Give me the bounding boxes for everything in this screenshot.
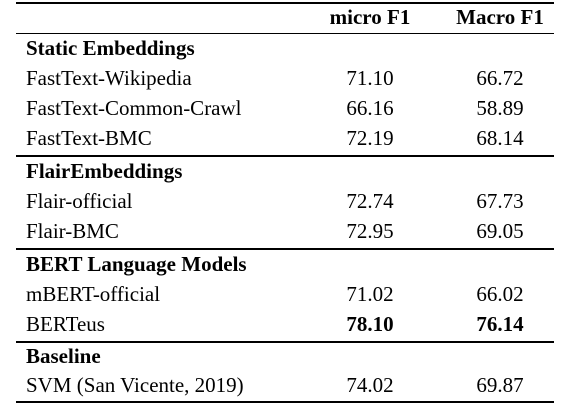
header-rule [16, 33, 554, 34]
micro-f1-value: 66.16 [346, 96, 394, 120]
table-row: SVM (San Vicente, 2019) 74.02 69.87 [0, 370, 570, 400]
model-name: SVM (San Vicente, 2019) [26, 373, 244, 397]
macro-f1-value: 66.02 [476, 282, 524, 306]
model-name: FastText-Wikipedia [26, 66, 192, 90]
section-title: Static Embeddings [26, 36, 195, 60]
macro-f1-value: 69.87 [476, 373, 524, 397]
macro-f1-best-value: 76.14 [476, 312, 524, 336]
section-title: BERT Language Models [26, 252, 247, 276]
section-title: FlairEmbeddings [26, 159, 183, 183]
micro-f1-value: 72.74 [346, 189, 394, 213]
section-rule [16, 155, 554, 157]
table-row: mBERT-official 71.02 66.02 [0, 279, 570, 309]
table-row: FastText-Common-Crawl 66.16 58.89 [0, 93, 570, 123]
macro-f1-value: 69.05 [476, 219, 524, 243]
model-name: Flair-BMC [26, 219, 119, 243]
model-name: mBERT-official [26, 282, 161, 306]
micro-f1-best-value: 78.10 [346, 312, 394, 336]
table-row: FastText-BMC 72.19 68.14 [0, 123, 570, 153]
header-micro-f1: micro F1 [329, 5, 411, 29]
section-title-row: Baseline [0, 341, 570, 371]
table-row: BERTeus 78.10 76.14 [0, 309, 570, 339]
macro-f1-value: 58.89 [476, 96, 524, 120]
micro-f1-value: 72.95 [346, 219, 394, 243]
table-row: FastText-Wikipedia 71.10 66.72 [0, 63, 570, 93]
section-rule [16, 341, 554, 343]
macro-f1-value: 68.14 [476, 126, 524, 150]
table-row: Flair-official 72.74 67.73 [0, 186, 570, 216]
model-name: FastText-BMC [26, 126, 152, 150]
section-title-row: FlairEmbeddings [0, 156, 570, 186]
model-name: BERTeus [26, 312, 105, 336]
bottom-rule [16, 401, 554, 403]
section-rule [16, 248, 554, 250]
header-macro-f1: Macro F1 [456, 5, 544, 29]
micro-f1-value: 74.02 [346, 373, 394, 397]
micro-f1-value: 71.02 [346, 282, 394, 306]
micro-f1-value: 72.19 [346, 126, 394, 150]
header-row: micro F1 Macro F1 [0, 2, 570, 32]
model-name: Flair-official [26, 189, 133, 213]
macro-f1-value: 66.72 [476, 66, 524, 90]
section-title: Baseline [26, 344, 101, 368]
macro-f1-value: 67.73 [476, 189, 524, 213]
section-title-row: Static Embeddings [0, 33, 570, 63]
top-rule [16, 2, 554, 4]
model-name: FastText-Common-Crawl [26, 96, 242, 120]
micro-f1-value: 71.10 [346, 66, 394, 90]
section-title-row: BERT Language Models [0, 249, 570, 279]
table-row: Flair-BMC 72.95 69.05 [0, 216, 570, 246]
